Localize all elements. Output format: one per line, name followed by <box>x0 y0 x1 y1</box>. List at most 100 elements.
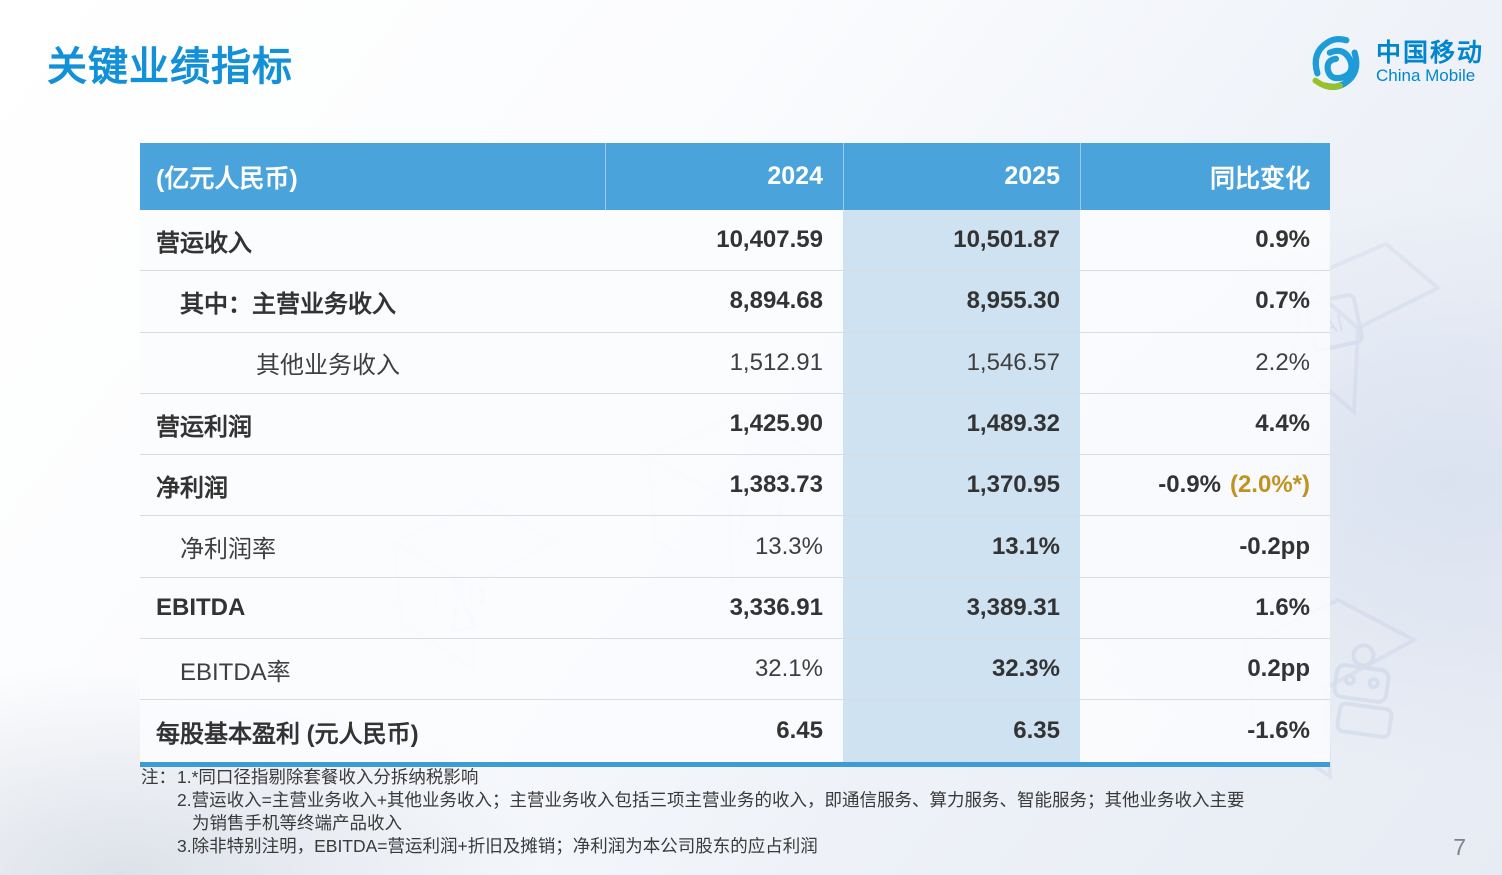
cell-2024-text: 3,336.91 <box>729 593 823 621</box>
cell-change: -0.2pp <box>1080 516 1330 576</box>
table-row: EBITDA率 32.1% 32.3% 0.2pp <box>140 639 1330 701</box>
cell-2025-text: 10,501.87 <box>953 226 1060 254</box>
cell-2025: 1,370.95 <box>843 455 1080 516</box>
cell-2024: 1,512.91 <box>605 333 843 393</box>
cell-change-text: -0.9% <box>1158 471 1221 499</box>
table-row: 营运收入 10,407.59 10,501.87 0.9% <box>140 210 1330 272</box>
kpi-table: (亿元人民币) 2024 2025 同比变化 营运收入 10,407.59 10,5… <box>140 143 1330 767</box>
cell-2025: 6.35 <box>843 700 1080 762</box>
cell-label: 营运利润 <box>140 394 605 454</box>
cell-change-text: -0.2pp <box>1239 532 1310 560</box>
cell-2025: 32.3% <box>843 639 1080 700</box>
footnote-line: 3.除非特别注明，EBITDA=营运利润+折旧及摊销；净利润为本公司股东的应占利… <box>177 836 818 856</box>
cell-2024: 8,894.68 <box>605 271 843 331</box>
footnote-line: 1.*同口径指剔除套餐收入分拆纳税影响 <box>177 767 479 787</box>
page-number: 7 <box>1453 834 1466 860</box>
cell-label-text: 每股基本盈利 (元人民币) <box>156 720 419 748</box>
cell-2024-text: 1,512.91 <box>729 348 823 376</box>
cell-2025: 13.1% <box>843 516 1080 577</box>
cell-2024: 1,383.73 <box>605 455 843 515</box>
cell-label: 其他业务收入 <box>140 333 605 393</box>
footnote-line: 2.营运收入=主营业务收入+其他业务收入；主营业务收入包括三项主营业务的收入，即… <box>177 790 1245 810</box>
footnote-lines: 1.*同口径指剔除套餐收入分拆纳税影响 2.营运收入=主营业务收入+其他业务收入；… <box>177 766 1245 858</box>
cell-2024-text: 32.1% <box>754 655 823 683</box>
cell-2024: 3,336.91 <box>605 578 843 638</box>
footnote-prefix: 注： <box>141 767 176 787</box>
header-col-2025: 2025 <box>843 143 1080 210</box>
cell-2024-text: 1,383.73 <box>729 471 823 499</box>
cell-2025: 1,489.32 <box>843 393 1080 455</box>
cell-change-text: 4.4% <box>1255 410 1310 438</box>
cell-2024: 6.45 <box>605 700 843 761</box>
cell-change: -1.6% <box>1080 700 1330 761</box>
cell-change: 2.2% <box>1080 333 1330 393</box>
cell-label: 营运收入 <box>140 210 605 270</box>
cell-label-text: 净利润 <box>156 474 228 502</box>
cell-change-text: 0.2pp <box>1247 655 1310 683</box>
cell-2025-text: 1,489.32 <box>966 410 1060 438</box>
cell-change: 0.7% <box>1080 271 1330 331</box>
cell-2025-text: 6.35 <box>1013 717 1060 745</box>
cell-change: 0.2pp <box>1080 639 1330 699</box>
cell-2025-text: 32.3% <box>991 655 1060 683</box>
header-unit-label: (亿元人民币) <box>156 164 298 193</box>
cell-change: 4.4% <box>1080 394 1330 454</box>
cell-label-text: EBITDA <box>156 593 246 621</box>
logo-chinese-name: 中国移动 <box>1375 38 1484 67</box>
cell-2025: 8,955.30 <box>843 271 1080 332</box>
cell-2024: 10,407.59 <box>605 210 843 270</box>
cell-2024-text: 10,407.59 <box>716 226 823 254</box>
cell-2025: 10,501.87 <box>843 210 1080 271</box>
cell-label: 净利润率 <box>140 516 605 576</box>
cell-label-text: 营运收入 <box>156 229 252 257</box>
china-mobile-swirl-icon <box>1312 36 1360 90</box>
cell-label-text: 营运利润 <box>156 413 252 441</box>
cell-change-text: 1.6% <box>1255 593 1310 621</box>
logo-text: 中国移动 China Mobile <box>1375 38 1484 86</box>
cell-2024-text: 1,425.90 <box>729 410 823 438</box>
cell-label-text: EBITDA率 <box>180 658 291 686</box>
table-row: 其他业务收入 1,512.91 1,546.57 2.2% <box>140 332 1330 394</box>
cell-2025-text: 3,389.31 <box>966 593 1060 621</box>
cell-2025: 3,389.31 <box>843 577 1080 639</box>
cell-change: 1.6% <box>1080 578 1330 638</box>
cell-2025: 1,546.57 <box>843 332 1080 393</box>
cell-label: 每股基本盈利 (元人民币) <box>140 700 605 761</box>
table-body: 营运收入 10,407.59 10,501.87 0.9% 其中：主营业务收入 8,894… <box>140 210 1330 762</box>
cell-2025-text: 1,370.95 <box>966 471 1060 499</box>
cell-label: 净利润 <box>140 455 605 515</box>
table-row: 其中：主营业务收入 8,894.68 8,955.30 0.7% <box>140 271 1330 333</box>
page-title: 关键业绩指标 <box>47 45 293 89</box>
cell-label: EBITDA <box>140 578 605 638</box>
cell-label: EBITDA率 <box>140 639 605 699</box>
cell-label: 其中：主营业务收入 <box>140 271 605 331</box>
header-col-2024: 2024 <box>605 143 843 210</box>
cell-2024: 1,425.90 <box>605 394 843 454</box>
cell-2025-text: 8,955.30 <box>966 287 1060 315</box>
cell-change-text: 0.9% <box>1255 226 1310 254</box>
footnotes: 注： 1.*同口径指剔除套餐收入分拆纳税影响 2.营运收入=主营业务收入+其他业务… <box>141 766 1341 858</box>
cell-2024: 13.3% <box>605 516 843 576</box>
cell-2025-text: 1,546.57 <box>966 348 1060 376</box>
cell-label-text: 净利润率 <box>180 536 276 564</box>
table-row: 营运利润 1,425.90 1,489.32 4.4% <box>140 393 1330 456</box>
table-row: 净利润 1,383.73 1,370.95 -0.9% (2.0%*) <box>140 455 1330 517</box>
table-row: EBITDA 3,336.91 3,389.31 1.6% <box>140 577 1330 640</box>
cell-2024: 32.1% <box>605 639 843 699</box>
header-col-change: 同比变化 <box>1080 143 1330 210</box>
cell-2024-text: 6.45 <box>776 717 823 745</box>
table-header-row: (亿元人民币) 2024 2025 同比变化 <box>140 143 1330 210</box>
table-row: 每股基本盈利 (元人民币) 6.45 6.35 -1.6% <box>140 700 1330 762</box>
cell-change-text: 0.7% <box>1255 287 1310 315</box>
cell-label-text: 其他业务收入 <box>256 352 400 380</box>
china-mobile-logo: 中国移动 China Mobile <box>1305 32 1484 94</box>
cell-2025-text: 13.1% <box>991 532 1060 560</box>
cell-change-text: -1.6% <box>1247 717 1310 745</box>
logo-english-name: China Mobile <box>1375 66 1476 86</box>
cell-change: 0.9% <box>1080 210 1330 270</box>
cell-label-text: 其中：主营业务收入 <box>180 290 396 318</box>
restated-change-value: (2.0%*) <box>1229 471 1310 499</box>
cell-2024-text: 8,894.68 <box>729 287 823 315</box>
footnote-line: 为销售手机等终端产品收入 <box>192 813 402 833</box>
